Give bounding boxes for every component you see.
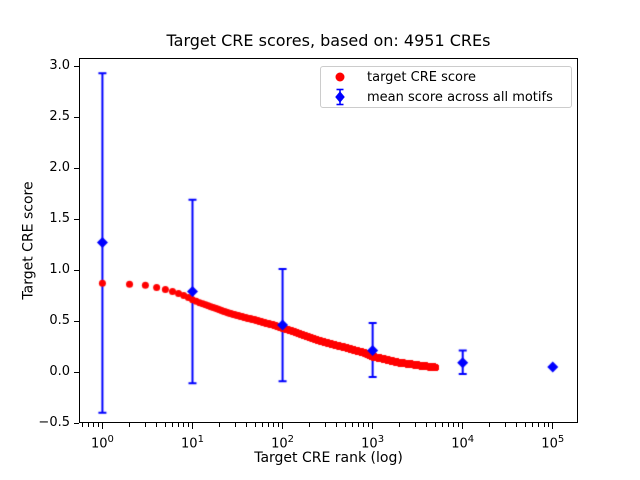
x-minor-tick-mark	[538, 423, 540, 427]
y-tick-label: 2.0	[49, 160, 70, 176]
chart-title: Target CRE scores, based on: 4951 CREs	[166, 31, 491, 50]
y-tick-label: 3.0	[49, 58, 70, 74]
y-tick-mark	[74, 422, 79, 424]
x-minor-tick-mark	[156, 423, 158, 427]
x-minor-tick-mark	[352, 423, 354, 427]
x-minor-tick-mark	[172, 423, 173, 427]
x-tick-mark	[191, 423, 193, 429]
x-axis-label: Target CRE rank (log)	[254, 450, 403, 466]
x-minor-tick-mark	[87, 423, 89, 427]
legend-circle-marker-icon	[330, 67, 350, 87]
x-minor-tick-mark	[178, 423, 180, 427]
x-minor-tick-mark	[358, 423, 360, 427]
x-tick-mark	[372, 423, 374, 429]
x-minor-tick-mark	[309, 423, 311, 427]
x-tick-mark	[552, 423, 554, 429]
x-minor-tick-mark	[219, 423, 221, 427]
x-tick-label: 102	[271, 434, 295, 452]
x-minor-tick-mark	[164, 423, 166, 427]
x-minor-tick-mark	[336, 423, 338, 427]
x-minor-tick-mark	[129, 423, 131, 427]
x-minor-tick-mark	[458, 423, 460, 427]
x-tick-label: 104	[451, 434, 475, 452]
x-minor-tick-mark	[268, 423, 270, 427]
x-tick-label: 105	[541, 434, 565, 452]
x-minor-tick-mark	[246, 423, 248, 427]
x-minor-tick-mark	[97, 423, 99, 427]
x-tick-label: 100	[90, 434, 114, 452]
legend-item-mean-score: mean score across all motifs	[321, 87, 571, 107]
y-tick-mark	[74, 65, 79, 67]
x-minor-tick-mark	[262, 423, 264, 427]
y-tick-mark	[74, 167, 79, 169]
y-tick-mark	[74, 320, 79, 322]
x-minor-tick-mark	[543, 423, 545, 427]
x-minor-tick-mark	[548, 423, 550, 427]
y-axis-label: Target CRE score	[20, 181, 37, 300]
x-minor-tick-mark	[187, 423, 189, 427]
legend-item-target-cre-score: target CRE score	[321, 67, 571, 87]
y-tick-mark	[74, 218, 79, 220]
plot-canvas	[79, 58, 578, 423]
legend-label-target: target CRE score	[367, 69, 477, 85]
x-tick-label: 101	[181, 434, 204, 452]
x-minor-tick-mark	[254, 423, 256, 427]
x-minor-tick-mark	[399, 423, 401, 427]
x-minor-tick-mark	[435, 423, 437, 427]
x-tick-mark	[101, 423, 103, 429]
x-minor-tick-mark	[277, 423, 279, 427]
x-minor-tick-mark	[415, 423, 417, 427]
y-tick-mark	[74, 371, 79, 373]
legend-diamond-errorbar-marker-icon	[330, 87, 350, 107]
legend-label-mean: mean score across all motifs	[367, 89, 553, 105]
x-tick-label: 103	[361, 434, 385, 452]
x-minor-tick-mark	[144, 423, 146, 427]
x-minor-tick-mark	[525, 423, 527, 427]
x-minor-tick-mark	[273, 423, 275, 427]
x-minor-tick-mark	[489, 423, 491, 427]
y-tick-label: 1.0	[49, 262, 70, 278]
x-tick-mark	[282, 423, 284, 429]
y-tick-mark	[74, 116, 79, 118]
x-minor-tick-mark	[426, 423, 428, 427]
x-minor-tick-mark	[505, 423, 507, 427]
x-minor-tick-mark	[532, 423, 534, 427]
x-minor-tick-mark	[345, 423, 347, 427]
x-minor-tick-mark	[368, 423, 369, 427]
y-tick-mark	[74, 269, 79, 271]
x-minor-tick-mark	[516, 423, 518, 427]
x-minor-tick-mark	[183, 423, 185, 427]
y-tick-label: 0.5	[49, 313, 70, 329]
x-minor-tick-mark	[325, 423, 327, 427]
y-tick-label: −0.5	[38, 415, 70, 430]
x-minor-tick-mark	[448, 423, 450, 427]
x-minor-tick-mark	[363, 423, 365, 427]
legend: target CRE score mean score across all m…	[320, 66, 572, 108]
x-minor-tick-mark	[234, 423, 236, 427]
y-tick-label: 0.0	[49, 364, 70, 380]
x-minor-tick-mark	[453, 423, 455, 427]
x-minor-tick-mark	[442, 423, 444, 427]
x-tick-mark	[462, 423, 464, 429]
x-minor-tick-mark	[81, 423, 83, 427]
x-minor-tick-mark	[93, 423, 95, 427]
y-tick-label: 2.5	[49, 109, 70, 125]
plot-border	[79, 58, 578, 423]
y-tick-label: 1.5	[49, 211, 70, 227]
